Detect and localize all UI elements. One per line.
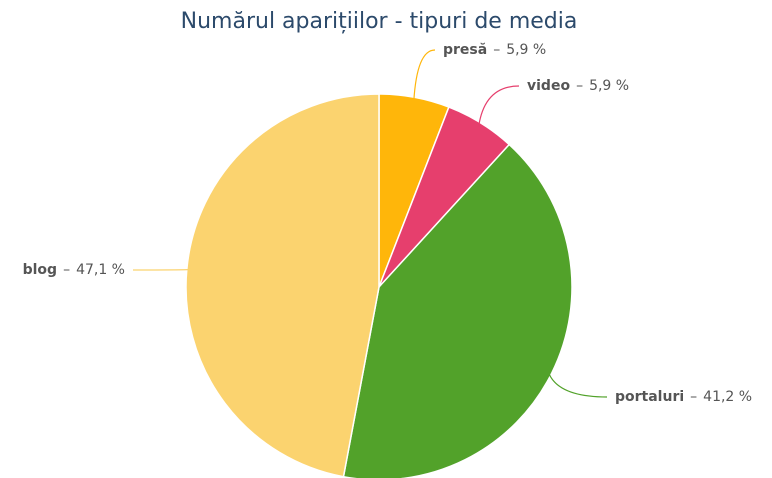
connector [478, 85, 520, 127]
data-label: presă –5,9 % [443, 42, 546, 58]
value-label: 5,9 % [506, 42, 546, 58]
connector [547, 371, 608, 398]
separator: – [63, 262, 70, 278]
data-label: portaluri –41,2 % [615, 389, 752, 405]
value-label: 5,9 % [589, 78, 629, 94]
data-label: blog –47,1 % [23, 262, 125, 278]
data-label: video –5,9 % [527, 78, 629, 94]
separator: – [576, 78, 583, 94]
value-label: 47,1 % [76, 262, 125, 278]
separator: – [690, 389, 697, 405]
separator: – [493, 42, 500, 58]
value-label: 41,2 % [703, 389, 752, 405]
category-name: blog [23, 262, 57, 278]
category-name: portaluri [615, 389, 684, 405]
pie-slice [342, 143, 573, 478]
category-name: presă [443, 42, 487, 58]
pie-slice [185, 93, 380, 478]
connector [413, 49, 436, 102]
category-name: video [527, 78, 570, 94]
chart-title: Numărul aparițiilor - tipuri de media [181, 9, 578, 34]
